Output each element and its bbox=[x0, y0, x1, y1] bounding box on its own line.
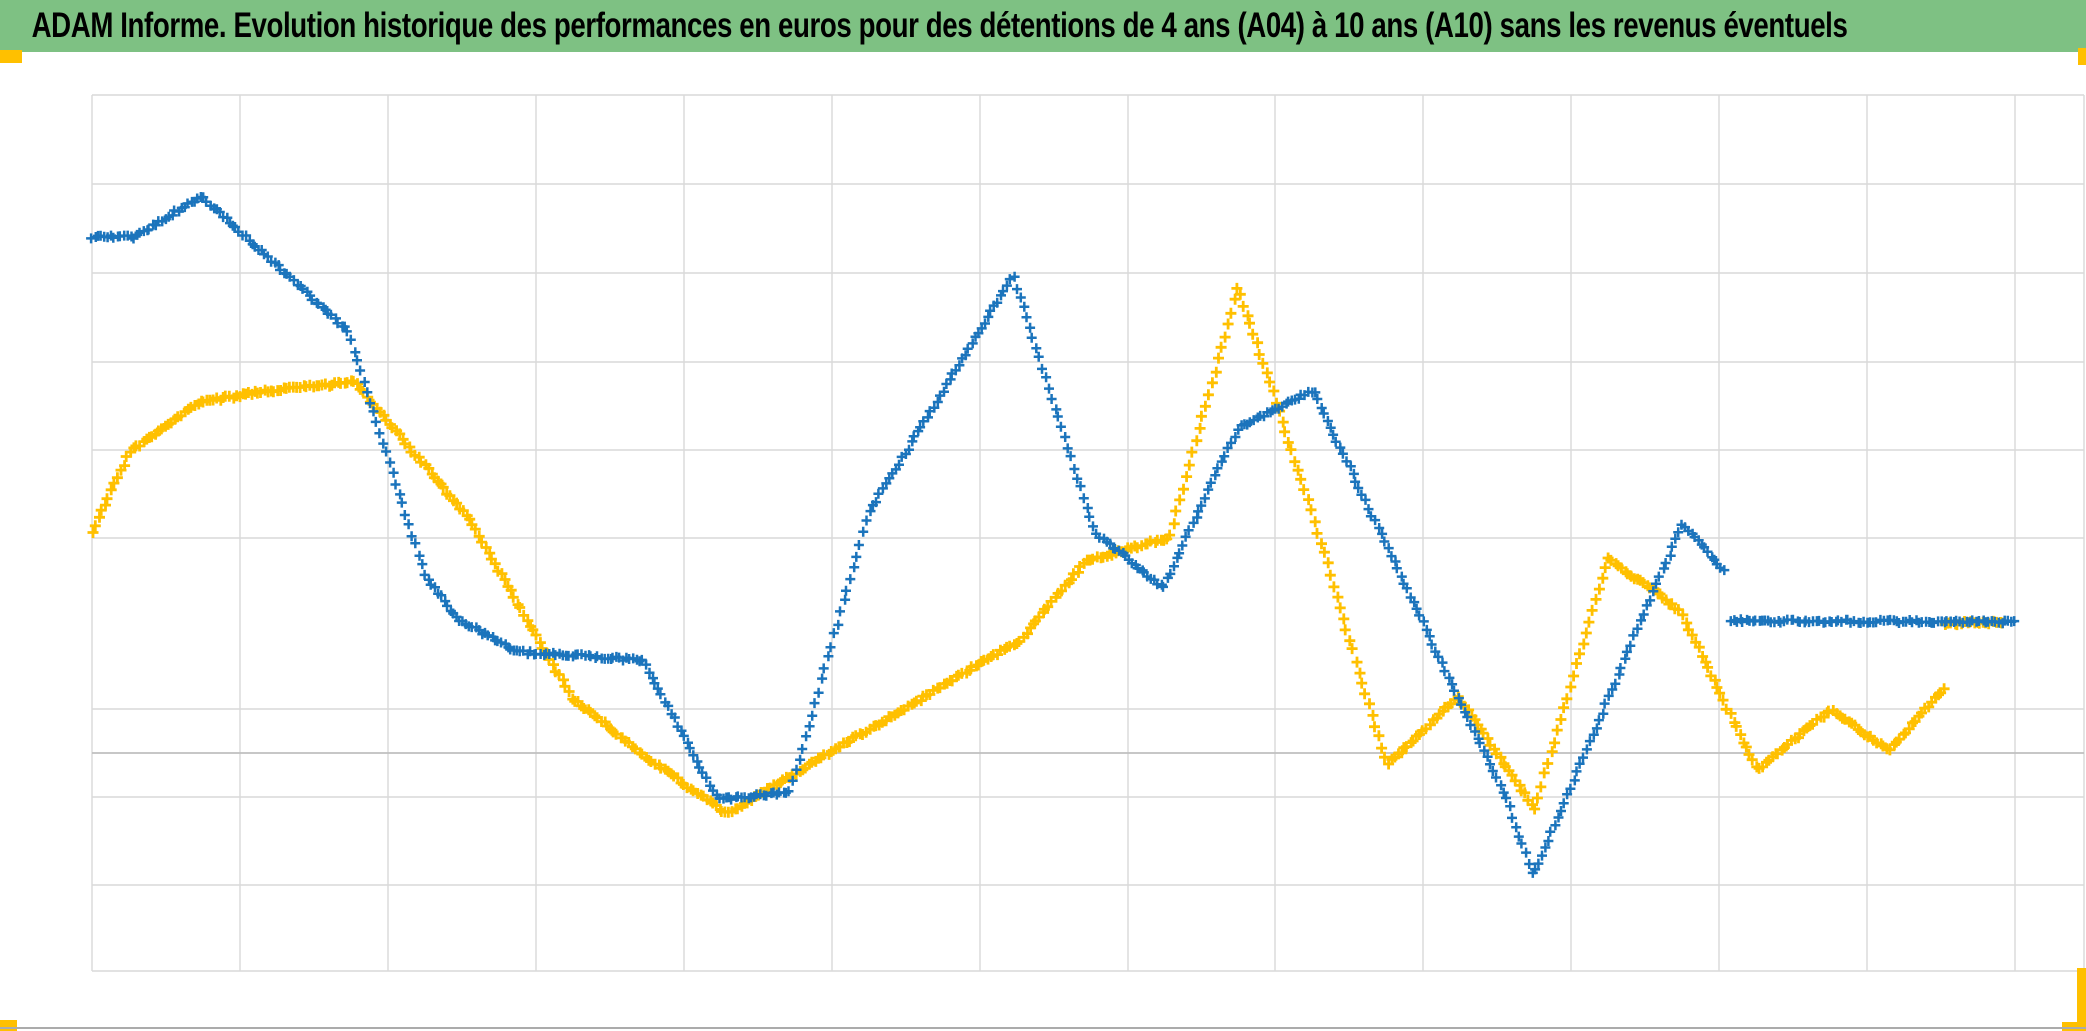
title-bar: ADAM Informe. Evolution historique des p… bbox=[0, 0, 2086, 52]
yellow-series bbox=[87, 282, 2008, 818]
gridlines bbox=[91, 94, 2085, 972]
accent-top-left-mark bbox=[0, 50, 22, 63]
accent-top-right-mark bbox=[2078, 48, 2086, 65]
blue-series bbox=[86, 192, 2020, 878]
bottom-divider bbox=[0, 1027, 2086, 1029]
accent-bottom-left-mark bbox=[0, 1020, 17, 1031]
series-layer bbox=[86, 192, 2020, 878]
accent-bottom-right-foot-mark bbox=[2062, 1022, 2086, 1031]
page-title: ADAM Informe. Evolution historique des p… bbox=[31, 6, 1848, 45]
accent-bottom-right-bar-mark bbox=[2077, 968, 2086, 1031]
